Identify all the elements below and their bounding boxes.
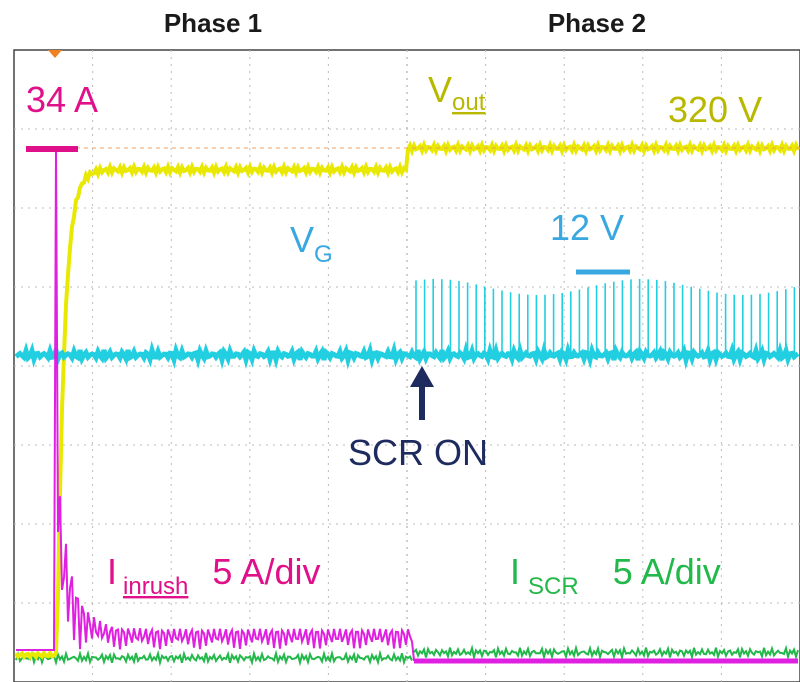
scr-label: I SCR 5 A/div [510, 551, 721, 600]
vout-label-sub: out [452, 89, 486, 116]
vg-label-sub: G [314, 241, 333, 268]
scr-on-arrow [410, 366, 434, 420]
vout-label: Vout [428, 69, 486, 116]
arrow-head [410, 366, 434, 387]
scr-label-main: I [510, 551, 520, 592]
vg-label: VG [290, 219, 333, 268]
vout-label-main: V [428, 69, 452, 110]
scr-current-trace [15, 644, 799, 667]
vg-pulse-trace [415, 279, 796, 355]
trigger-marker [48, 50, 62, 58]
vout-trace [14, 139, 800, 661]
inrush-peak-label: 34 A [26, 79, 98, 120]
scr-scale: 5 A/div [613, 551, 721, 592]
vg-trace [14, 340, 800, 370]
phase-1-label: Phase 1 [164, 8, 262, 38]
plot-traces [14, 139, 800, 667]
scr-label-sub: SCR [528, 573, 579, 600]
inrush-trace [16, 148, 798, 661]
inrush-scale: 5 A/div [212, 551, 320, 592]
inrush-label-main: I [107, 551, 117, 592]
vg-label-main: V [290, 219, 314, 260]
scr-on-label: SCR ON [348, 432, 488, 473]
vout-peak-label: 320 V [668, 89, 762, 130]
inrush-label-sub: inrush [123, 573, 188, 600]
phase-2-label: Phase 2 [548, 8, 646, 38]
vg-peak-label: 12 V [550, 207, 624, 248]
